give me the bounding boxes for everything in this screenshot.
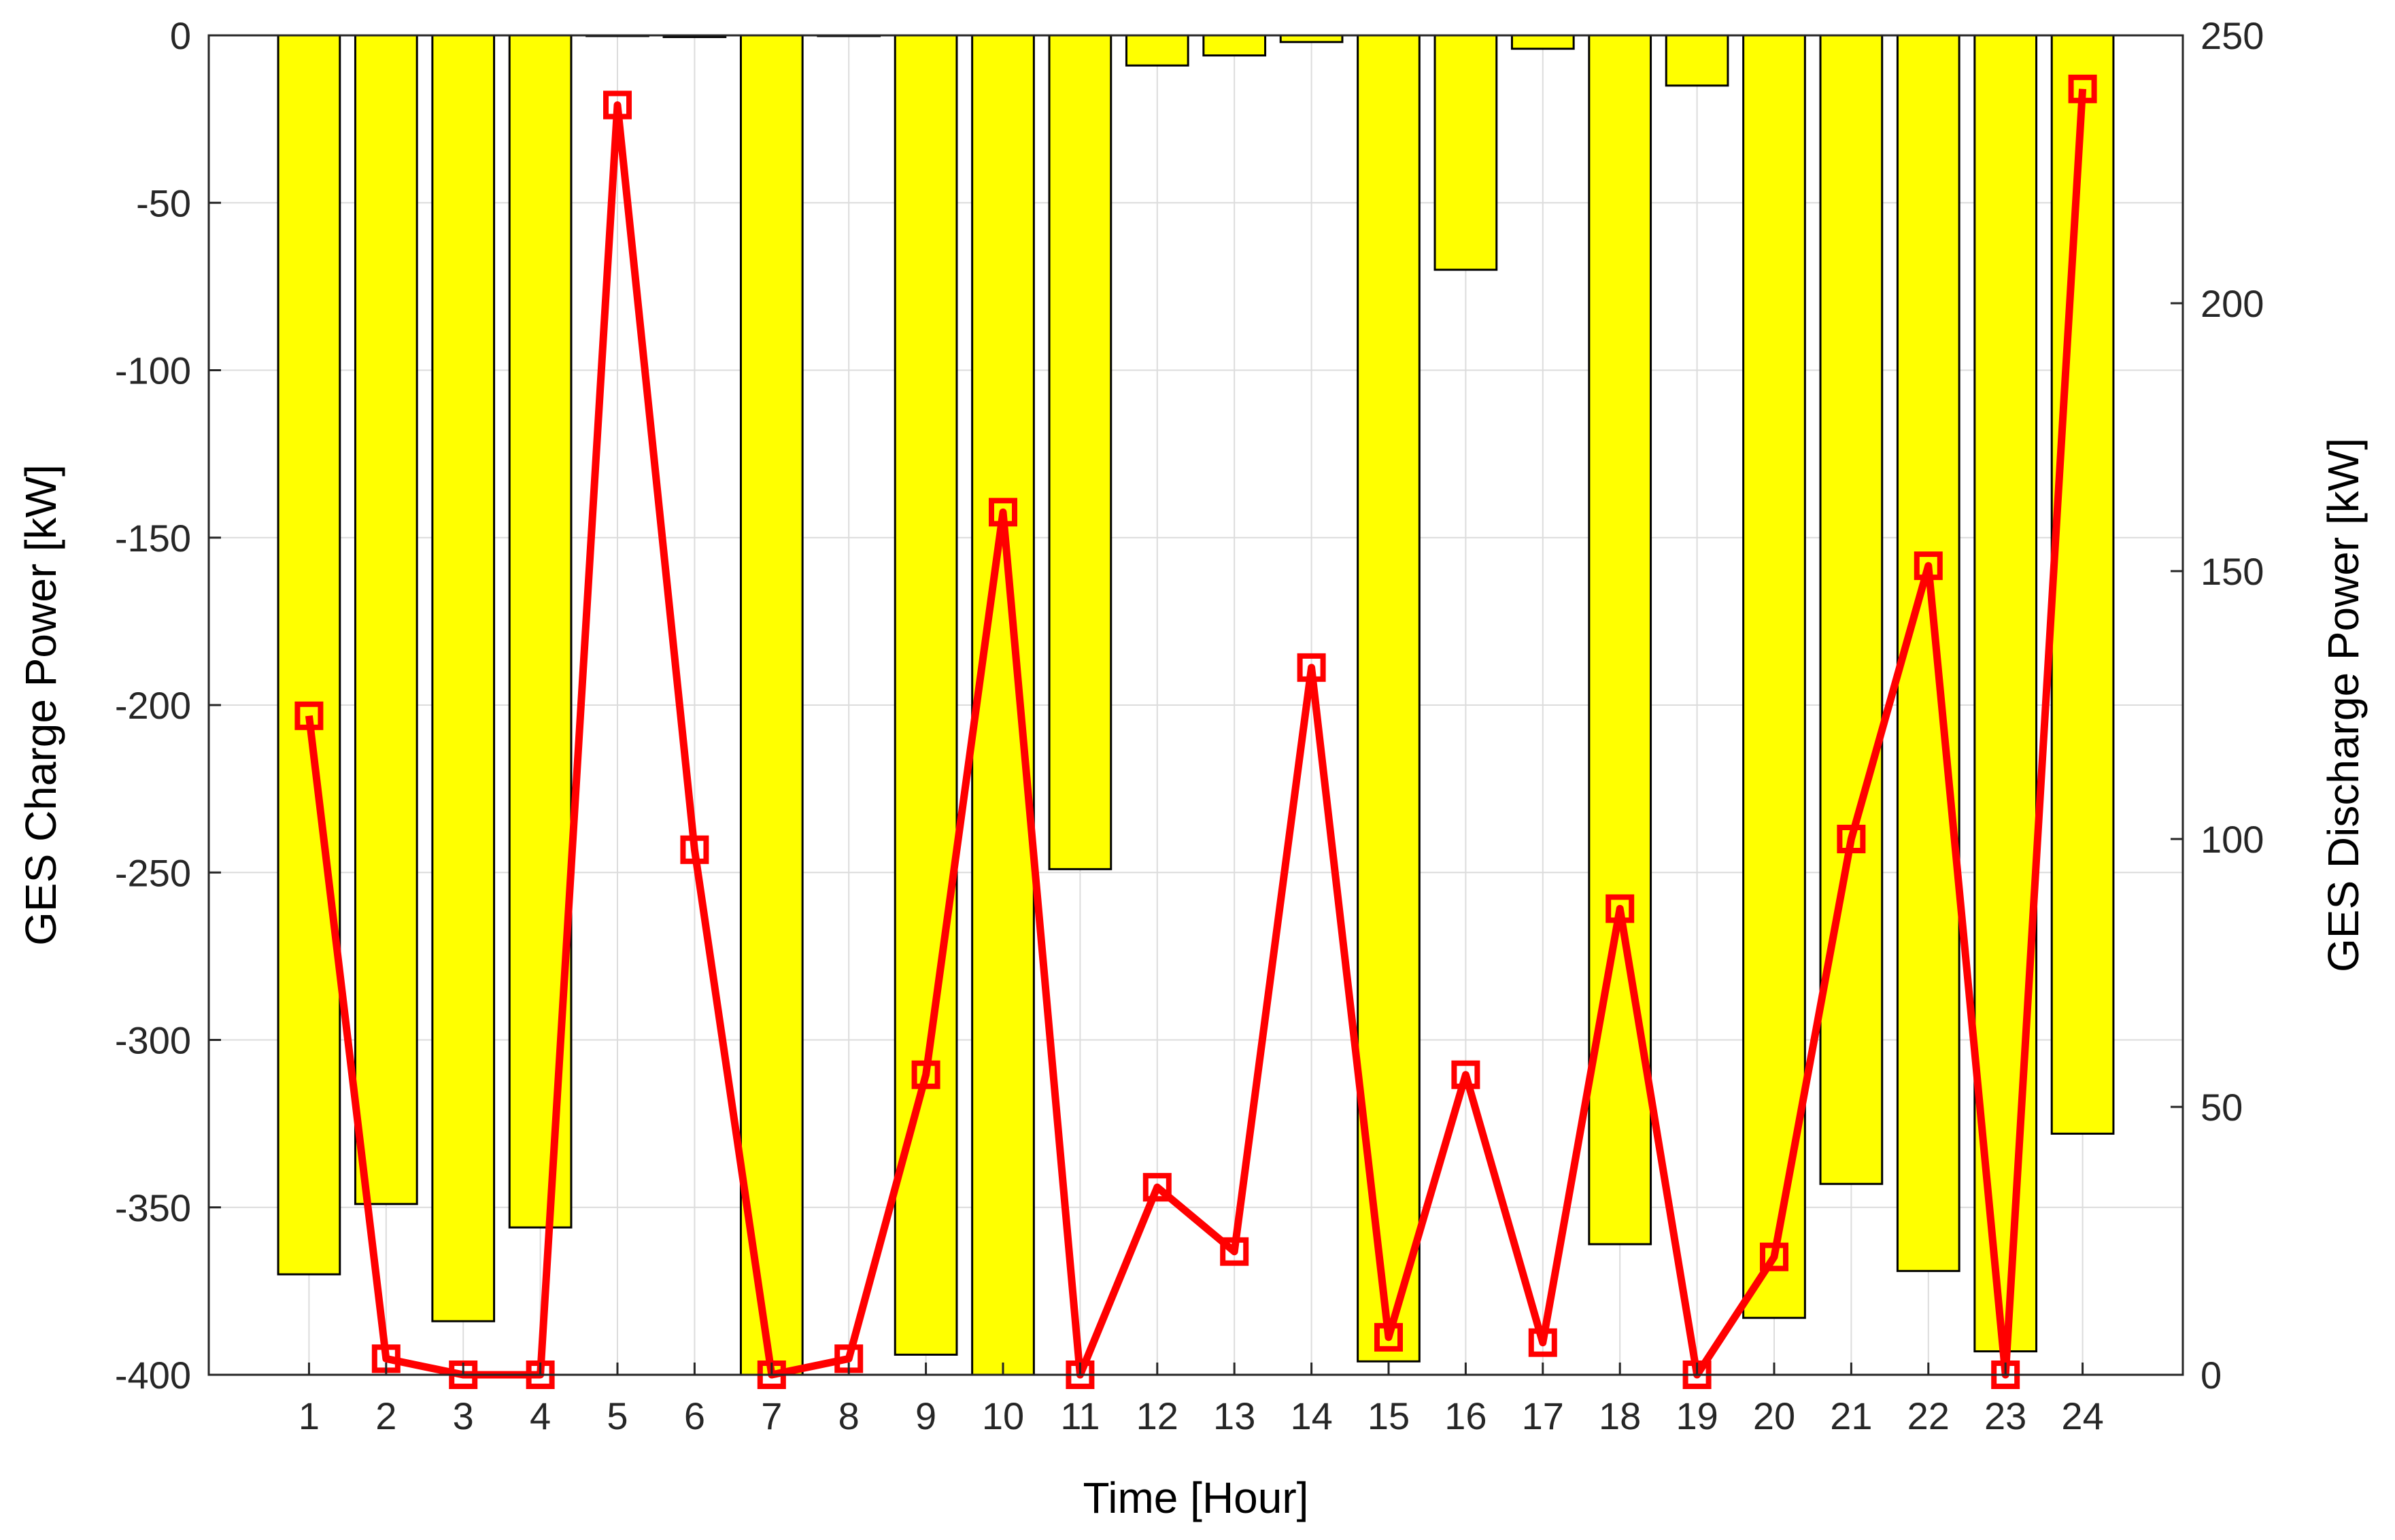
bar: [1742, 34, 1806, 1319]
x-tick-label: 2: [375, 1394, 396, 1437]
x-tick-label: 19: [1676, 1394, 1718, 1437]
line-marker: [1451, 1060, 1480, 1089]
bar: [431, 34, 496, 1322]
x-tick-label: 3: [453, 1394, 474, 1437]
left-y-tick-labels: 0 -50 -100 -150 -200 -250 -300 -350 -400: [115, 14, 221, 1397]
bar: [1896, 34, 1960, 1272]
left-y-tick-label: -100: [115, 349, 191, 392]
left-y-axis-label: GES Charge Power [kW]: [16, 464, 65, 946]
x-axis-label: Time [Hour]: [1083, 1473, 1309, 1522]
bar: [1202, 34, 1267, 57]
bar: [277, 34, 341, 1276]
x-tick-label: 17: [1522, 1394, 1564, 1437]
left-y-tick-label: 0: [170, 14, 191, 57]
bar: [354, 34, 418, 1205]
line-marker: [1220, 1237, 1249, 1266]
line-marker: [294, 701, 324, 730]
x-tick-label: 14: [1290, 1394, 1332, 1437]
x-tick-labels: 1 2 3 4 5 6 7 8 9 10 11 12 13 14 15 16 17 18 19 20 21 22 23 24: [299, 1363, 2104, 1437]
line-marker: [1142, 1173, 1172, 1202]
line-marker: [603, 90, 632, 120]
bar: [1665, 34, 1729, 87]
x-tick-label: 8: [838, 1394, 860, 1437]
x-tick-label: 15: [1368, 1394, 1410, 1437]
bar: [1510, 34, 1575, 50]
x-tick-label: 10: [982, 1394, 1024, 1437]
line-marker: [1297, 653, 1326, 682]
x-tick-label: 7: [761, 1394, 782, 1437]
x-tick-label: 24: [2061, 1394, 2103, 1437]
right-y-tick-labels: 0 50 100 150 200 250: [2171, 14, 2264, 1397]
bar: [1125, 34, 1189, 67]
left-y-tick-label: -50: [136, 182, 191, 224]
right-y-tick-label: 50: [2201, 1086, 2243, 1129]
x-tick-label: 22: [1907, 1394, 1950, 1437]
line-marker: [680, 835, 709, 864]
bar: [894, 34, 958, 1356]
left-y-tick-label: -300: [115, 1019, 191, 1062]
x-tick-label: 23: [1984, 1394, 2026, 1437]
line-path: [305, 88, 2087, 1379]
x-tick-label: 6: [684, 1394, 705, 1437]
bar: [2050, 34, 2115, 1135]
line-marker: [1528, 1328, 1557, 1357]
bar: [1433, 34, 1498, 271]
right-y-tick-label: 150: [2201, 550, 2264, 593]
line-marker: [1837, 825, 1866, 853]
x-tick-label: 4: [530, 1394, 551, 1437]
left-y-tick-label: -250: [115, 851, 191, 894]
x-tick-label: 20: [1753, 1394, 1795, 1437]
left-y-tick-label: -400: [115, 1354, 191, 1397]
x-tick-label: 12: [1136, 1394, 1178, 1437]
right-y-tick-label: 100: [2201, 818, 2264, 861]
right-y-tick-label: 250: [2201, 14, 2264, 57]
line-marker: [911, 1060, 940, 1089]
left-y-tick-label: -350: [115, 1186, 191, 1229]
x-tick-label: 9: [915, 1394, 936, 1437]
x-tick-label: 21: [1830, 1394, 1872, 1437]
x-tick-label: 1: [299, 1394, 320, 1437]
line-marker: [989, 498, 1018, 527]
bar: [1048, 34, 1112, 870]
bar: [1588, 34, 1652, 1246]
right-y-axis-label: GES Discharge Power [kW]: [2319, 438, 2368, 972]
bar: [739, 34, 804, 1376]
x-tick-label: 5: [607, 1394, 628, 1437]
line-marker: [1374, 1322, 1403, 1352]
line-marker: [1914, 551, 1943, 581]
right-y-tick-label: 200: [2201, 282, 2264, 325]
line-marker: [1606, 894, 1635, 923]
bar: [1819, 34, 1884, 1185]
left-y-tick-label: -200: [115, 684, 191, 727]
bar: [971, 34, 1035, 1376]
line-marker: [2068, 74, 2097, 103]
left-y-tick-label: -150: [115, 517, 191, 560]
x-tick-label: 16: [1444, 1394, 1487, 1437]
x-tick-label: 13: [1213, 1394, 1255, 1437]
x-tick-label: 11: [1060, 1394, 1100, 1437]
right-y-tick-label: 0: [2201, 1354, 2222, 1397]
line-marker: [1759, 1242, 1788, 1271]
x-tick-label: 18: [1599, 1394, 1641, 1437]
